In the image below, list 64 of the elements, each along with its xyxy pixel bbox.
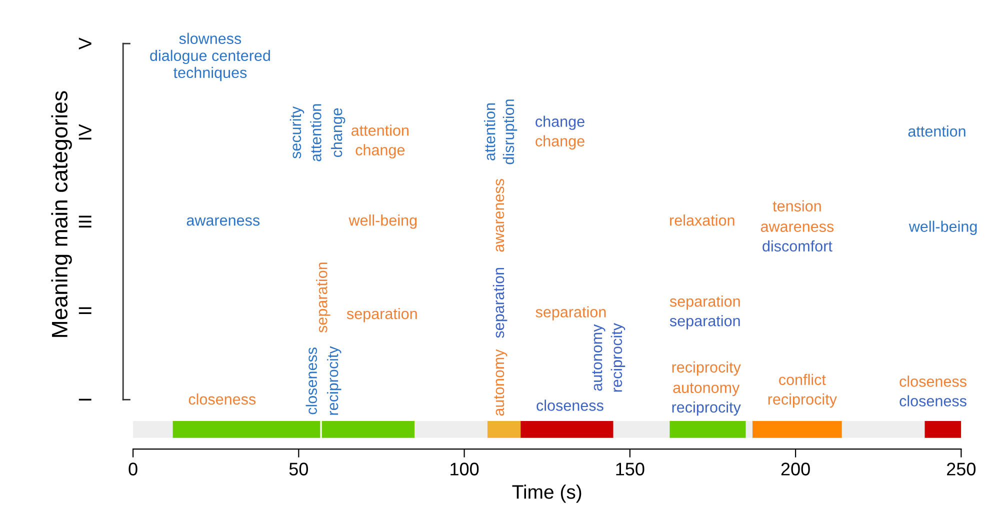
annotation: closeness <box>188 393 256 405</box>
text: change <box>330 108 346 158</box>
text: well-being <box>348 214 417 229</box>
annotation: closeness <box>536 400 604 411</box>
annotation: closeness <box>306 348 318 414</box>
text: attention <box>484 103 496 160</box>
text: closeness <box>900 376 966 387</box>
text: discomfort <box>762 240 832 252</box>
x-tick-label: 0 <box>128 462 138 476</box>
text: slowness dialogue centered techniques <box>150 32 270 82</box>
text: change <box>356 144 405 158</box>
bar <box>414 421 488 438</box>
text: awareness <box>186 217 260 226</box>
annotation: autonomy <box>673 383 740 396</box>
bar <box>670 421 746 438</box>
text: awareness <box>760 224 834 232</box>
text: attention <box>351 124 408 136</box>
x-tick-label: 150 <box>616 462 644 476</box>
annotation: reciprocity <box>610 323 626 392</box>
text: change <box>536 116 584 130</box>
text: V <box>78 38 92 50</box>
text: separation <box>536 306 606 320</box>
annotation: reciprocity <box>672 401 741 416</box>
text: change <box>536 135 584 150</box>
text: III <box>78 216 92 228</box>
text: tension <box>772 200 821 212</box>
x-tick-label: 50 <box>289 462 308 476</box>
bar <box>322 421 415 438</box>
text: autonomy <box>592 324 606 391</box>
bar <box>924 421 962 438</box>
annotation: closeness <box>900 395 966 406</box>
x-tick-label: 200 <box>781 462 810 476</box>
text: separation <box>492 268 508 338</box>
text: awareness <box>496 179 504 252</box>
text: attention <box>310 104 322 162</box>
text: separation <box>316 262 330 333</box>
text: relaxation <box>670 214 734 226</box>
bar <box>746 421 752 438</box>
text: separation <box>670 296 740 310</box>
annotation: reciprocity <box>326 346 342 415</box>
bar <box>487 421 521 438</box>
text: II <box>78 307 92 314</box>
bar <box>842 421 925 438</box>
bar <box>520 421 614 438</box>
text: conflict <box>779 374 826 386</box>
text: separation <box>670 315 740 330</box>
x-tick-label: 250 <box>947 462 976 476</box>
bar <box>172 421 320 438</box>
text: Meaning main categories <box>51 91 72 337</box>
bar <box>133 421 173 438</box>
text: reciprocity <box>672 361 741 376</box>
text: disruption <box>502 100 518 164</box>
x-tick-label: 100 <box>450 462 479 476</box>
text: security <box>290 106 304 158</box>
text: well-being <box>908 220 977 235</box>
text: separation <box>346 308 417 322</box>
text: IV <box>78 124 92 140</box>
annotation: reciprocity <box>768 393 837 408</box>
bar <box>613 421 670 438</box>
text: I <box>78 398 92 400</box>
x-axis-title: Time (s) <box>512 484 582 503</box>
text: attention <box>908 125 966 137</box>
annotation: autonomy <box>494 349 508 416</box>
bar <box>752 421 842 438</box>
